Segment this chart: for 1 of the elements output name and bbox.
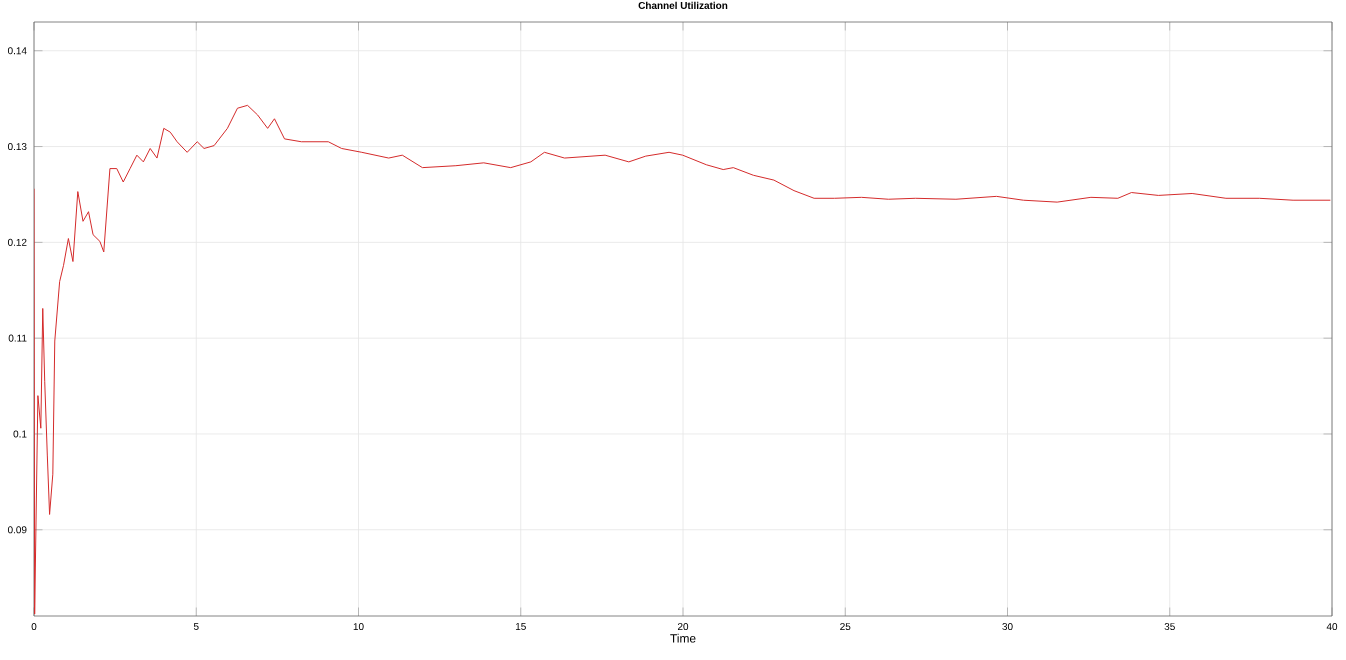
line-series bbox=[34, 104, 1331, 615]
